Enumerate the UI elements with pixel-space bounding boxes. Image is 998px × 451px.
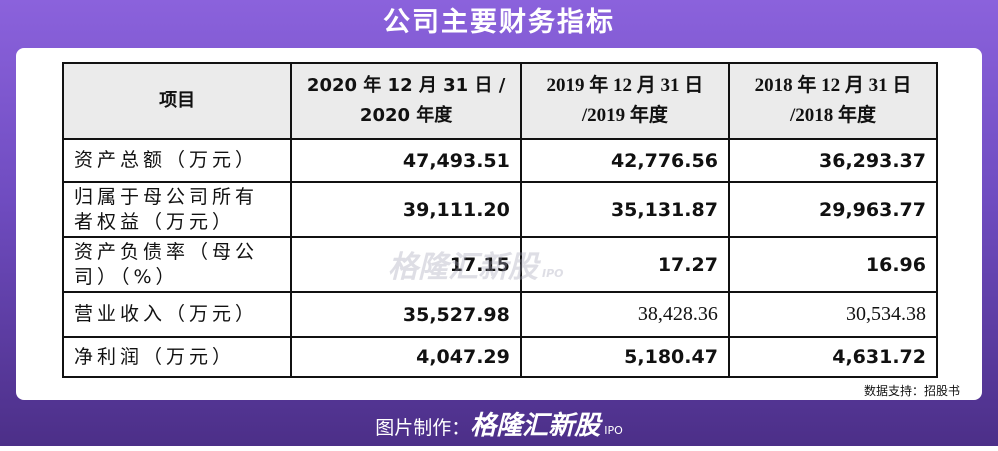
header-row: 项目 2020 年 12 月 31 日 / 2020 年度 2019 年 12 月…	[61, 62, 939, 140]
row-label: 资产负债率（母公司）（%）	[61, 236, 293, 293]
row-label: 归属于母公司所有者权益（万元）	[61, 181, 293, 238]
value-cell: 16.96	[727, 236, 939, 293]
value-cell: 4,047.29	[290, 336, 522, 378]
header-line: /2018 年度	[789, 105, 876, 126]
header-line: 2020 年度	[359, 105, 453, 126]
footer: 图片制作：格隆汇新股 IPO	[0, 406, 998, 451]
value-cell: 29,963.77	[727, 181, 939, 238]
footer-label: 图片制作：	[375, 417, 471, 439]
table: 项目 2020 年 12 月 31 日 / 2020 年度 2019 年 12 月…	[61, 62, 939, 378]
source-note: 数据支持：招股书	[863, 384, 960, 398]
value-cell: 17.27	[519, 236, 730, 293]
value-cell: 5,180.47	[519, 336, 730, 378]
header-line: /2019 年度	[581, 105, 668, 126]
value-cell: 35,527.98	[290, 291, 522, 338]
row-label: 资产总额（万元）	[61, 138, 293, 183]
header-line: 项目	[159, 90, 196, 111]
header-line: 2018 年 12 月 31 日	[754, 75, 912, 96]
table-row: 资产负债率（母公司）（%） 17.15 17.27 16.96	[61, 236, 939, 293]
value-cell: 35,131.87	[519, 181, 730, 238]
value-cell: 36,293.37	[727, 138, 939, 183]
table-row: 营业收入（万元） 35,527.98 38,428.36 30,534.38	[61, 291, 939, 338]
row-label: 营业收入（万元）	[61, 291, 293, 338]
header-cell: 2018 年 12 月 31 日/2018 年度	[727, 62, 939, 140]
header-cell: 2019 年 12 月 31 日/2019 年度	[519, 62, 730, 140]
value-cell: 39,111.20	[290, 181, 522, 238]
table-row: 归属于母公司所有者权益（万元） 39,111.20 35,131.87 29,963.…	[61, 181, 939, 238]
title: 公司主要财务指标	[383, 7, 615, 38]
header-line: 2020 年 12 月 31 日 /	[306, 75, 506, 96]
row-label: 净利润（万元）	[61, 336, 293, 378]
table-row: 资产总额（万元） 47,493.51 42,776.56 36,293.37	[61, 138, 939, 183]
footer-brand: 格隆汇新股	[470, 411, 601, 441]
footer-sub: IPO	[604, 424, 623, 437]
value-cell: 38,428.36	[519, 291, 730, 338]
value-cell: 30,534.38	[727, 291, 939, 338]
card: 项目 2020 年 12 月 31 日 / 2020 年度 2019 年 12 月…	[16, 48, 982, 400]
header-cell: 项目	[61, 62, 293, 140]
value-cell: 42,776.56	[519, 138, 730, 183]
value-cell: 47,493.51	[290, 138, 522, 183]
header-line: 2019 年 12 月 31 日	[546, 75, 704, 96]
value-cell: 4,631.72	[727, 336, 939, 378]
value-cell: 17.15	[290, 236, 522, 293]
header-cell: 2020 年 12 月 31 日 / 2020 年度	[290, 62, 522, 140]
table-row: 净利润（万元） 4,047.29 5,180.47 4,631.72	[61, 336, 939, 378]
